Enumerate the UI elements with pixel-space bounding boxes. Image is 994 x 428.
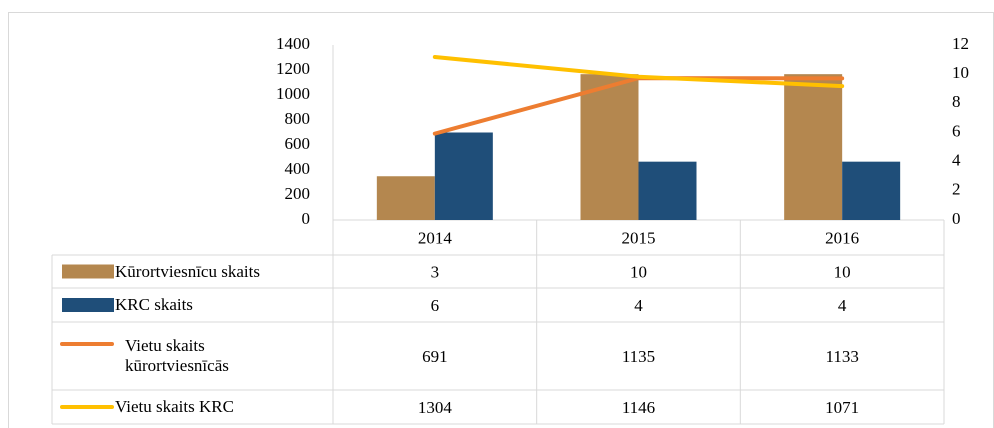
table-value: 1304 <box>418 398 453 417</box>
y2-tick-label: 12 <box>952 34 969 53</box>
legend-label-box: KRC skaits <box>115 295 193 314</box>
table-value: 4 <box>838 296 847 315</box>
table-value: 1071 <box>825 398 859 417</box>
bar <box>842 161 901 220</box>
y2-tick-label: 4 <box>952 151 961 170</box>
y-tick-label: 0 <box>302 209 311 228</box>
table-value: 10 <box>834 262 851 281</box>
y-tick-label: 1200 <box>276 59 310 78</box>
table-value: 4 <box>634 296 643 315</box>
legend-label: Vietu skaits KRC <box>115 397 234 416</box>
y-tick-label: 600 <box>285 134 311 153</box>
legend-label: KRC skaits <box>115 295 193 314</box>
legend-label: Vietu skaits kūrortviesnīcās <box>125 336 229 375</box>
table-value: 691 <box>422 347 448 366</box>
table-value: 1146 <box>622 398 655 417</box>
y2-tick-label: 2 <box>952 180 961 199</box>
legend-label-box: Kūrortviesnīcu skaits <box>115 261 260 281</box>
legend-key <box>62 264 114 279</box>
legend-label: Kūrortviesnīcu skaits <box>115 261 260 281</box>
line <box>432 55 845 89</box>
x-tick-label: 2015 <box>622 228 656 247</box>
x-tick-label: 2016 <box>825 228 859 247</box>
y-tick-label: 400 <box>285 159 311 178</box>
bar <box>638 161 697 220</box>
table-value: 3 <box>431 262 440 281</box>
y-tick-label: 800 <box>285 109 311 128</box>
legend-label-box: Vietu skaits kūrortviesnīcās <box>125 336 229 375</box>
y2-tick-label: 0 <box>952 209 961 228</box>
y2-tick-label: 10 <box>952 63 969 82</box>
legend-key <box>62 298 114 312</box>
y-tick-label: 1000 <box>276 84 310 103</box>
table-value: 1135 <box>622 347 655 366</box>
table-value: 6 <box>431 296 440 315</box>
bar <box>784 74 843 221</box>
legend-label-box: Vietu skaits KRC <box>115 397 234 416</box>
bar <box>434 132 493 220</box>
table-value: 10 <box>630 262 647 281</box>
y-tick-label: 200 <box>285 184 311 203</box>
y-tick-label: 1400 <box>276 34 310 53</box>
bar <box>376 176 435 220</box>
bar <box>580 74 639 221</box>
table-value: 1133 <box>825 347 858 366</box>
y2-tick-label: 6 <box>952 121 961 140</box>
y2-tick-label: 8 <box>952 92 961 111</box>
x-tick-label: 2014 <box>418 228 453 247</box>
